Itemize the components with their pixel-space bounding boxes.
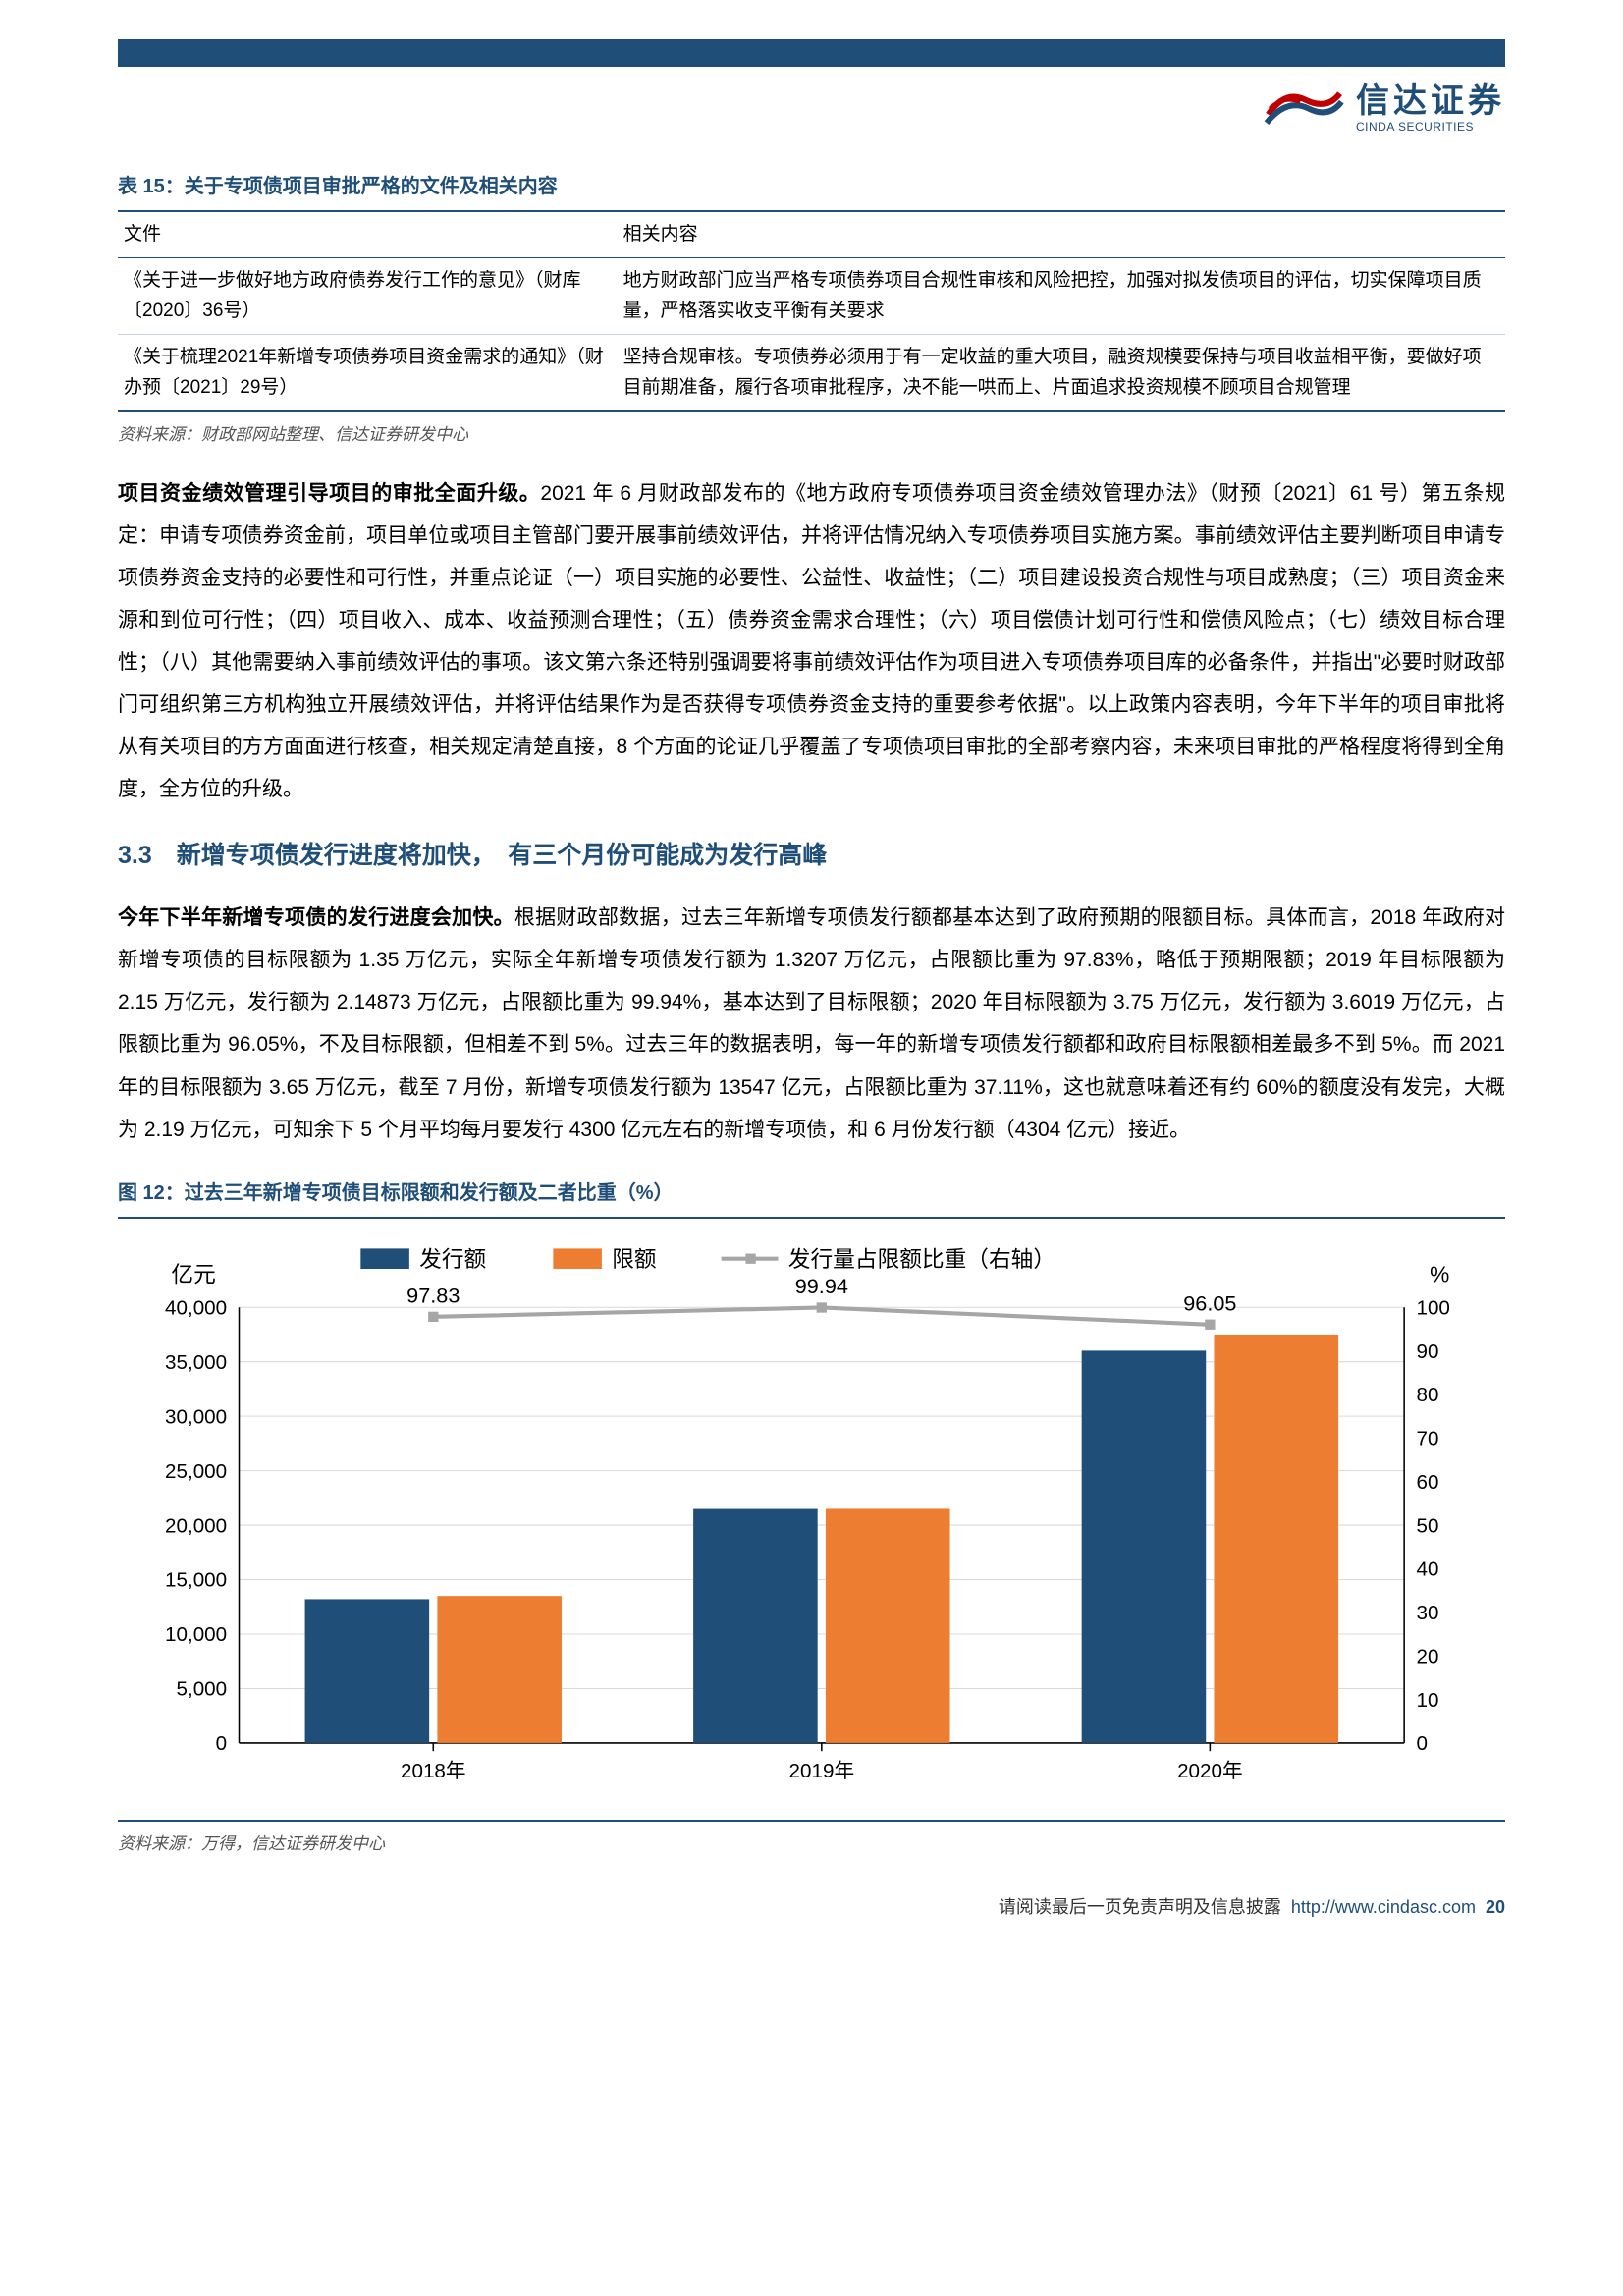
- table15: 文件 相关内容 《关于进一步做好地方政府债券发行工作的意见》（财库〔2020〕3…: [118, 210, 1505, 412]
- logo: 信达证券 CINDA SECURITIES: [1258, 77, 1505, 140]
- svg-text:10,000: 10,000: [165, 1623, 227, 1646]
- svg-text:100: 100: [1417, 1296, 1450, 1319]
- table15-title: 表 15：关于专项债项目审批严格的文件及相关内容: [118, 170, 1505, 198]
- table-row: 《关于进一步做好地方政府债券发行工作的意见》（财库〔2020〕36号） 地方财政…: [118, 258, 1505, 335]
- svg-text:70: 70: [1417, 1427, 1439, 1449]
- svg-text:50: 50: [1417, 1514, 1439, 1537]
- svg-text:%: %: [1430, 1261, 1449, 1286]
- svg-text:96.05: 96.05: [1183, 1290, 1236, 1315]
- svg-text:40: 40: [1417, 1558, 1439, 1580]
- chart12: 0 5,000 10,000 15,000 20,000 25,000 30,000 35,0…: [118, 1217, 1505, 1823]
- svg-text:35,000: 35,000: [165, 1351, 227, 1374]
- chart12-svg: 0 5,000 10,000 15,000 20,000 25,000 30,000 35,0…: [128, 1236, 1495, 1804]
- chart12-title: 图 12：过去三年新增专项债目标限额和发行额及二者比重（%）: [118, 1176, 1505, 1205]
- svg-text:80: 80: [1417, 1384, 1439, 1406]
- table15-col1: 相关内容: [618, 211, 1505, 258]
- svg-text:发行量占限额比重（右轴）: 发行量占限额比重（右轴）: [788, 1246, 1055, 1272]
- svg-text:97.83: 97.83: [406, 1283, 460, 1307]
- header: 信达证券 CINDA SECURITIES: [118, 77, 1505, 140]
- table15-source: 资料来源：财政部网站整理、信达证券研发中心: [118, 420, 1505, 445]
- top-bar: [118, 39, 1505, 67]
- paragraph-1: 项目资金绩效管理引导项目的审批全面升级。2021 年 6 月财政部发布的《地方政…: [118, 472, 1505, 810]
- svg-text:90: 90: [1417, 1339, 1439, 1362]
- svg-text:发行额: 发行额: [419, 1246, 486, 1272]
- table15-col0: 文件: [118, 211, 618, 258]
- svg-text:20: 20: [1417, 1645, 1439, 1667]
- footer: 请阅读最后一页免责声明及信息披露 http://www.cindasc.com …: [118, 1893, 1505, 1919]
- svg-text:30: 30: [1417, 1602, 1439, 1624]
- svg-text:2020年: 2020年: [1177, 1760, 1243, 1782]
- svg-text:15,000: 15,000: [165, 1568, 227, 1591]
- svg-text:20,000: 20,000: [165, 1514, 227, 1537]
- section-heading-3-3: 3.3 新增专项债发行进度将加快， 有三个月份可能成为发行高峰: [118, 836, 1505, 871]
- svg-text:限额: 限额: [612, 1246, 657, 1272]
- logo-icon: [1258, 77, 1346, 140]
- svg-text:10: 10: [1417, 1688, 1439, 1711]
- svg-text:40,000: 40,000: [165, 1296, 227, 1319]
- svg-text:0: 0: [216, 1732, 227, 1755]
- table-row: 《关于梳理2021年新增专项债券项目资金需求的通知》（财办预〔2021〕29号）…: [118, 335, 1505, 411]
- svg-text:2018年: 2018年: [401, 1760, 466, 1782]
- svg-text:25,000: 25,000: [165, 1459, 227, 1482]
- svg-text:亿元: 亿元: [171, 1261, 215, 1286]
- svg-text:99.94: 99.94: [795, 1274, 848, 1298]
- footer-link[interactable]: http://www.cindasc.com: [1291, 1897, 1476, 1918]
- logo-text-en: CINDA SECURITIES: [1356, 121, 1505, 134]
- footer-disclaimer: 请阅读最后一页免责声明及信息披露: [999, 1893, 1281, 1919]
- paragraph-2: 今年下半年新增专项债的发行进度会加快。根据财政部数据，过去三年新增专项债发行额都…: [118, 897, 1505, 1150]
- svg-text:0: 0: [1417, 1732, 1428, 1755]
- page-number: 20: [1486, 1897, 1505, 1918]
- svg-text:30,000: 30,000: [165, 1405, 227, 1428]
- svg-text:2019年: 2019年: [789, 1760, 855, 1782]
- chart12-source: 资料来源：万得，信达证券研发中心: [118, 1830, 1505, 1854]
- logo-text-cn: 信达证券: [1356, 83, 1505, 120]
- svg-text:60: 60: [1417, 1471, 1439, 1494]
- svg-text:5,000: 5,000: [177, 1677, 228, 1700]
